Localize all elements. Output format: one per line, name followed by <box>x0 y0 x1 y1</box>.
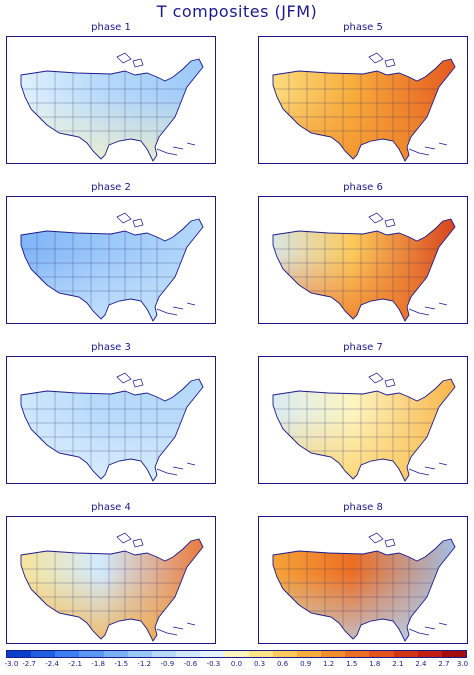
panel-label: phase 1 <box>91 22 131 33</box>
map-panel: phase 2 <box>6 182 216 324</box>
map-frame <box>6 196 216 324</box>
map-frame <box>258 36 468 164</box>
map-panel: phase 6 <box>258 182 468 324</box>
colorbar-segment <box>272 651 297 657</box>
us-map <box>272 52 456 162</box>
colorbar-ticks: -3.0 -2.7 -2.4 -2.1 -1.8 -1.5 -1.2 -0.9 -0.6 -0.3… <box>4 660 469 672</box>
map-frame <box>258 356 468 484</box>
colorbar-segment <box>441 651 466 657</box>
us-map <box>272 532 456 642</box>
colorbar-tick-label: -2.1 <box>68 660 82 668</box>
colorbar-tick-label: 1.5 <box>346 660 358 668</box>
map-panel: phase 7 <box>258 342 468 484</box>
map-frame <box>258 516 468 644</box>
panel-label: phase 8 <box>343 502 383 513</box>
colorbar-segment <box>127 651 152 657</box>
colorbar-segment <box>151 651 177 657</box>
colorbar-tick-label: 3.0 <box>456 660 469 668</box>
colorbar-tick-label: -1.2 <box>137 660 152 668</box>
panel-label: phase 2 <box>91 182 131 193</box>
colorbar-tick-label: 0.3 <box>253 660 266 668</box>
colorbar-segment <box>103 651 128 657</box>
us-map <box>20 212 204 322</box>
colorbar-tick-label: -0.9 <box>160 660 175 668</box>
colorbar-tick-label: 0.9 <box>300 660 312 668</box>
map-panel: phase 8 <box>258 502 468 644</box>
map-frame <box>258 196 468 324</box>
colorbar-segment <box>321 651 346 657</box>
us-map <box>272 212 456 322</box>
panel-label: phase 7 <box>343 342 383 353</box>
colorbar-segment <box>79 651 104 657</box>
colorbar-tick-label: -2.4 <box>45 660 59 668</box>
panel-label: phase 5 <box>343 22 383 33</box>
colorbar-tick-label: 2.7 <box>438 660 450 668</box>
colorbar-tick-label: -0.6 <box>183 660 198 668</box>
map-panel: phase 4 <box>6 502 216 644</box>
panel-label: phase 3 <box>91 342 131 353</box>
colorbar-segment <box>200 651 225 657</box>
map-frame <box>6 516 216 644</box>
map-panel: phase 5 <box>258 22 468 164</box>
colorbar-tick-label: -1.5 <box>114 660 129 668</box>
us-map <box>20 532 204 642</box>
map-frame <box>6 36 216 164</box>
colorbar-segment <box>176 651 201 657</box>
us-map <box>20 52 204 162</box>
colorbar-segment <box>55 651 80 657</box>
colorbar-tick-label: 2.1 <box>392 660 404 668</box>
colorbar-segment <box>393 651 418 657</box>
us-map <box>272 372 456 482</box>
colorbar-tick-label: 0.0 <box>230 660 243 668</box>
map-panel: phase 3 <box>6 342 216 484</box>
colorbar-segment <box>7 651 32 657</box>
colorbar-segment <box>345 651 370 657</box>
figure-title: T composites (JFM) <box>156 2 318 21</box>
colorbar-tick-label: -3.0 <box>4 660 19 668</box>
colorbar-segment <box>296 651 322 657</box>
panel-label: phase 4 <box>91 502 131 513</box>
panel-label: phase 6 <box>343 182 383 193</box>
colorbar-segment <box>417 651 442 657</box>
map-panel: phase 1 <box>6 22 216 164</box>
map-frame <box>6 356 216 484</box>
colorbar-tick-label: 1.2 <box>323 660 335 668</box>
colorbar-tick-label: 0.6 <box>277 660 289 668</box>
colorbar-segment <box>248 651 273 657</box>
colorbar-tick-label: 2.4 <box>415 660 427 668</box>
colorbar-tick-label: -1.8 <box>91 660 106 668</box>
colorbar-tick-label: -0.3 <box>206 660 221 668</box>
us-map <box>20 372 204 482</box>
colorbar-tick-label: -2.7 <box>22 660 36 668</box>
colorbar-tick-label: 1.8 <box>369 660 381 668</box>
colorbar <box>6 650 467 658</box>
colorbar-segment <box>369 651 394 657</box>
colorbar-segment <box>224 651 249 657</box>
colorbar-segment <box>31 651 56 657</box>
